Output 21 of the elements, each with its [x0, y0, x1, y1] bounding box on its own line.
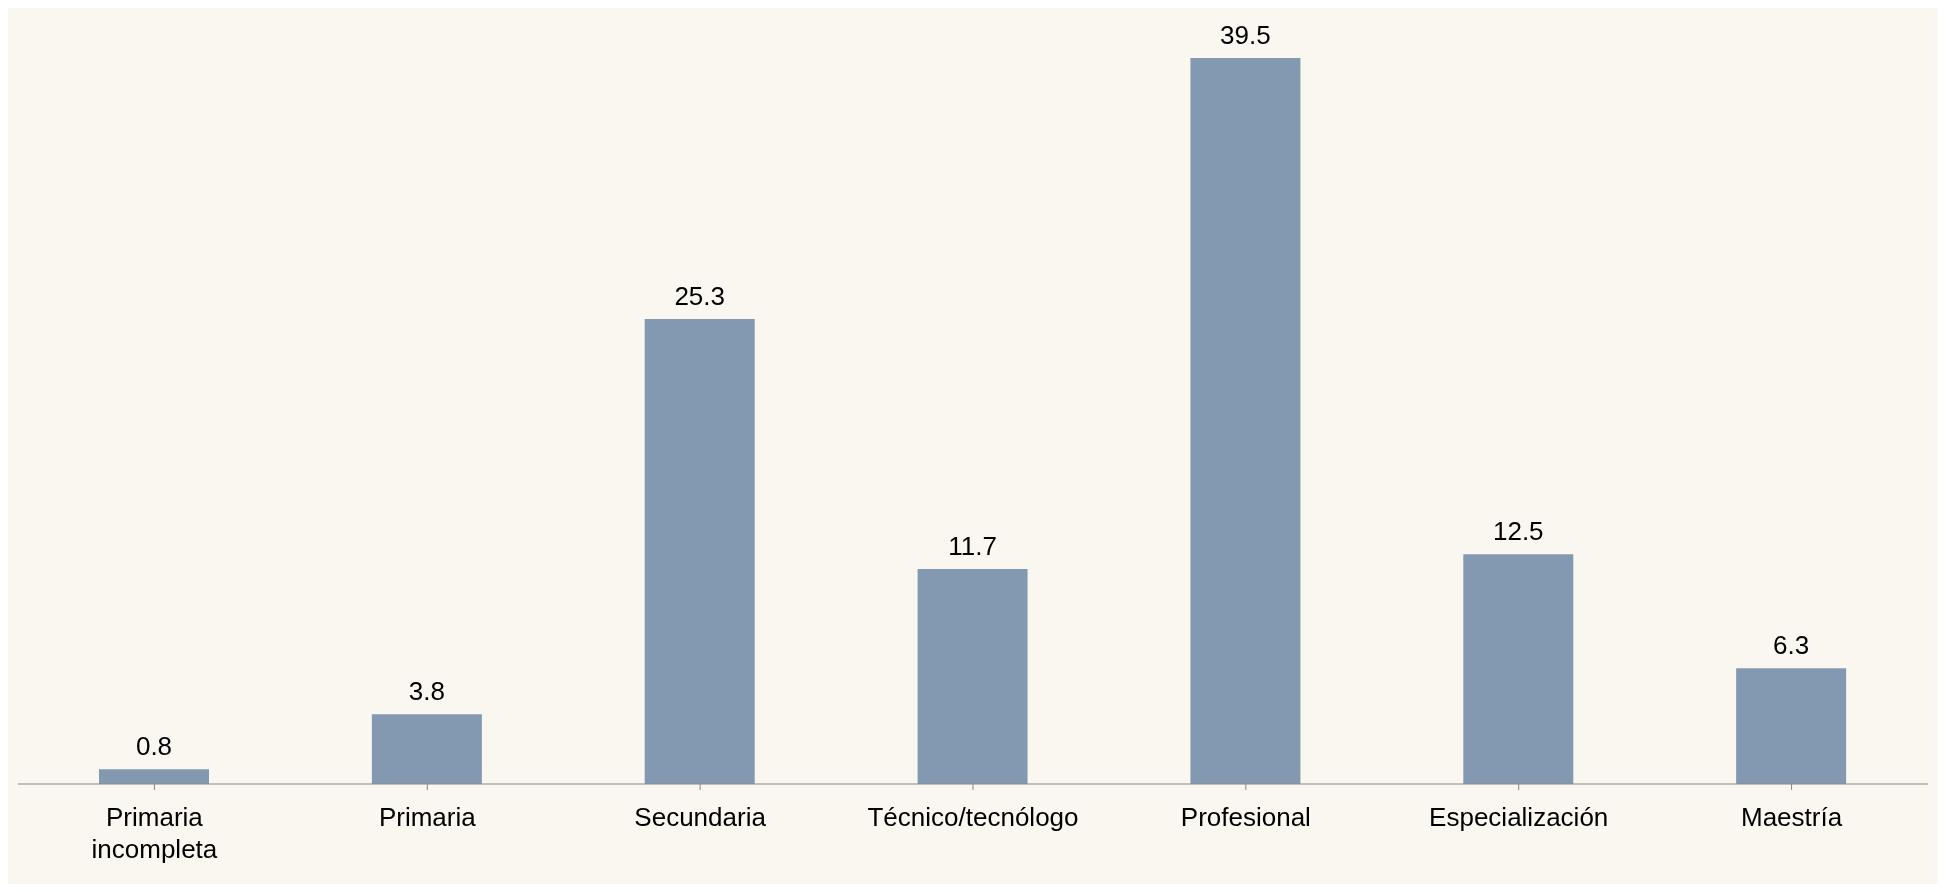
x-tick-label: Profesional: [1180, 802, 1311, 832]
x-tick-label: Especialización: [1429, 802, 1609, 832]
data-label: 12.5: [1492, 516, 1544, 547]
bar: [1190, 58, 1301, 784]
x-tick-label: Secundaria: [634, 802, 767, 832]
data-label: 0.8: [135, 731, 173, 762]
x-tick-label: Primaria: [378, 802, 477, 832]
data-label: 39.5: [1220, 20, 1271, 50]
bar: [1463, 554, 1574, 784]
data-label: 25.3: [674, 280, 726, 311]
data-label: 3.8: [408, 676, 445, 707]
x-tick-label: Primaria incompleta: [91, 802, 218, 864]
bar: [371, 714, 482, 784]
bar: [99, 769, 209, 784]
data-label: 6.3: [1773, 630, 1810, 661]
data-label: 11.7: [948, 530, 997, 561]
x-tick-label: Técnico/tecnólogo: [867, 802, 1079, 832]
bar: [644, 318, 755, 784]
x-tick-label: Maestría: [1740, 802, 1843, 832]
bar: [917, 568, 1028, 784]
bar: [1736, 668, 1847, 784]
